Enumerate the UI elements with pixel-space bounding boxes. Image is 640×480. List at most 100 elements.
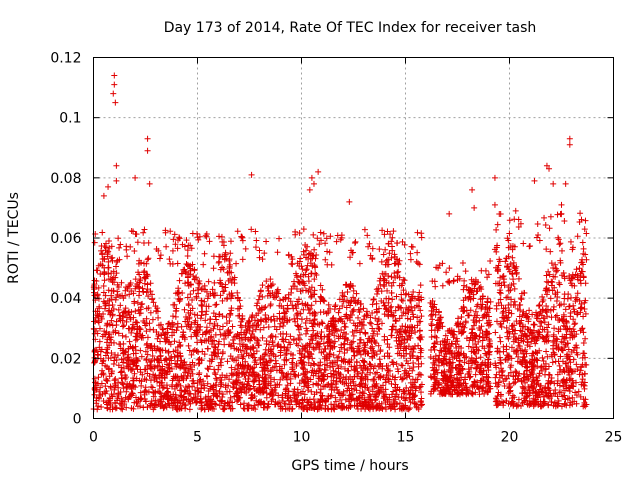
data-point — [385, 308, 392, 315]
data-point — [168, 400, 175, 407]
data-point — [484, 309, 491, 316]
data-point — [473, 346, 480, 353]
data-point — [113, 177, 120, 184]
data-point — [473, 332, 480, 339]
data-point — [416, 371, 423, 378]
data-point — [427, 390, 434, 397]
data-point — [219, 264, 226, 271]
data-point — [348, 363, 355, 370]
data-point — [526, 307, 533, 314]
data-point — [323, 235, 330, 242]
data-point — [246, 324, 253, 331]
data-point — [377, 281, 384, 288]
data-point — [174, 237, 181, 244]
data-point — [327, 233, 334, 240]
data-point — [318, 319, 325, 326]
data-point — [238, 329, 245, 336]
data-point — [481, 345, 488, 352]
data-point — [358, 365, 365, 372]
data-point — [144, 370, 151, 377]
data-point — [270, 313, 277, 320]
data-point — [311, 276, 318, 283]
data-point — [453, 355, 460, 362]
data-point — [574, 311, 581, 318]
data-point — [442, 373, 449, 380]
data-point — [463, 284, 470, 291]
data-point — [393, 387, 400, 394]
data-point — [136, 257, 143, 264]
data-point — [329, 363, 336, 370]
data-point — [403, 384, 410, 391]
data-point — [477, 354, 484, 361]
data-point — [98, 403, 105, 410]
data-point — [142, 384, 149, 391]
data-point — [270, 293, 277, 300]
data-point — [555, 344, 562, 351]
data-point — [182, 369, 189, 376]
data-point — [304, 327, 311, 334]
data-point — [573, 392, 580, 399]
data-point — [380, 395, 387, 402]
data-point — [129, 390, 136, 397]
data-point — [508, 323, 515, 330]
data-point — [338, 341, 345, 348]
data-point — [274, 249, 281, 256]
data-point — [446, 265, 453, 272]
data-point — [215, 366, 222, 373]
data-point — [211, 320, 218, 327]
data-point — [516, 302, 523, 309]
data-point — [350, 348, 357, 355]
data-point — [93, 400, 100, 407]
data-point — [103, 363, 110, 370]
data-point — [262, 358, 269, 365]
data-point — [226, 402, 233, 409]
data-point — [349, 283, 356, 290]
data-point — [141, 366, 148, 373]
data-point — [112, 296, 119, 303]
data-point — [209, 341, 216, 348]
data-point — [469, 329, 476, 336]
data-point — [556, 389, 563, 396]
data-point — [325, 381, 332, 388]
data-point — [211, 279, 218, 286]
data-point — [312, 264, 319, 271]
data-point — [353, 387, 360, 394]
data-point — [499, 372, 506, 379]
data-point — [388, 391, 395, 398]
data-point — [577, 393, 584, 400]
data-point — [123, 383, 130, 390]
data-point — [400, 276, 407, 283]
data-point — [382, 404, 389, 411]
data-point — [525, 383, 532, 390]
data-point — [484, 295, 491, 302]
data-point — [238, 233, 245, 240]
data-point — [465, 343, 472, 350]
data-point — [214, 353, 221, 360]
data-point — [105, 237, 112, 244]
data-point — [437, 388, 444, 395]
data-point — [372, 370, 379, 377]
data-point — [347, 380, 354, 387]
data-point — [401, 389, 408, 396]
data-point — [218, 398, 225, 405]
data-point — [558, 201, 565, 208]
data-point — [97, 392, 104, 399]
data-point — [340, 329, 347, 336]
data-point — [399, 376, 406, 383]
data-point — [180, 329, 187, 336]
data-point — [543, 285, 550, 292]
data-point — [257, 287, 264, 294]
data-point — [436, 352, 443, 359]
data-point — [460, 282, 467, 289]
data-point — [396, 341, 403, 348]
x-tick-label: 10 — [293, 430, 311, 446]
data-point — [266, 341, 273, 348]
data-point — [545, 371, 552, 378]
data-point — [367, 361, 374, 368]
data-point — [543, 246, 550, 253]
data-point — [577, 309, 584, 316]
data-point — [455, 382, 462, 389]
data-point — [487, 343, 494, 350]
data-point — [333, 238, 340, 245]
data-point — [267, 301, 274, 308]
